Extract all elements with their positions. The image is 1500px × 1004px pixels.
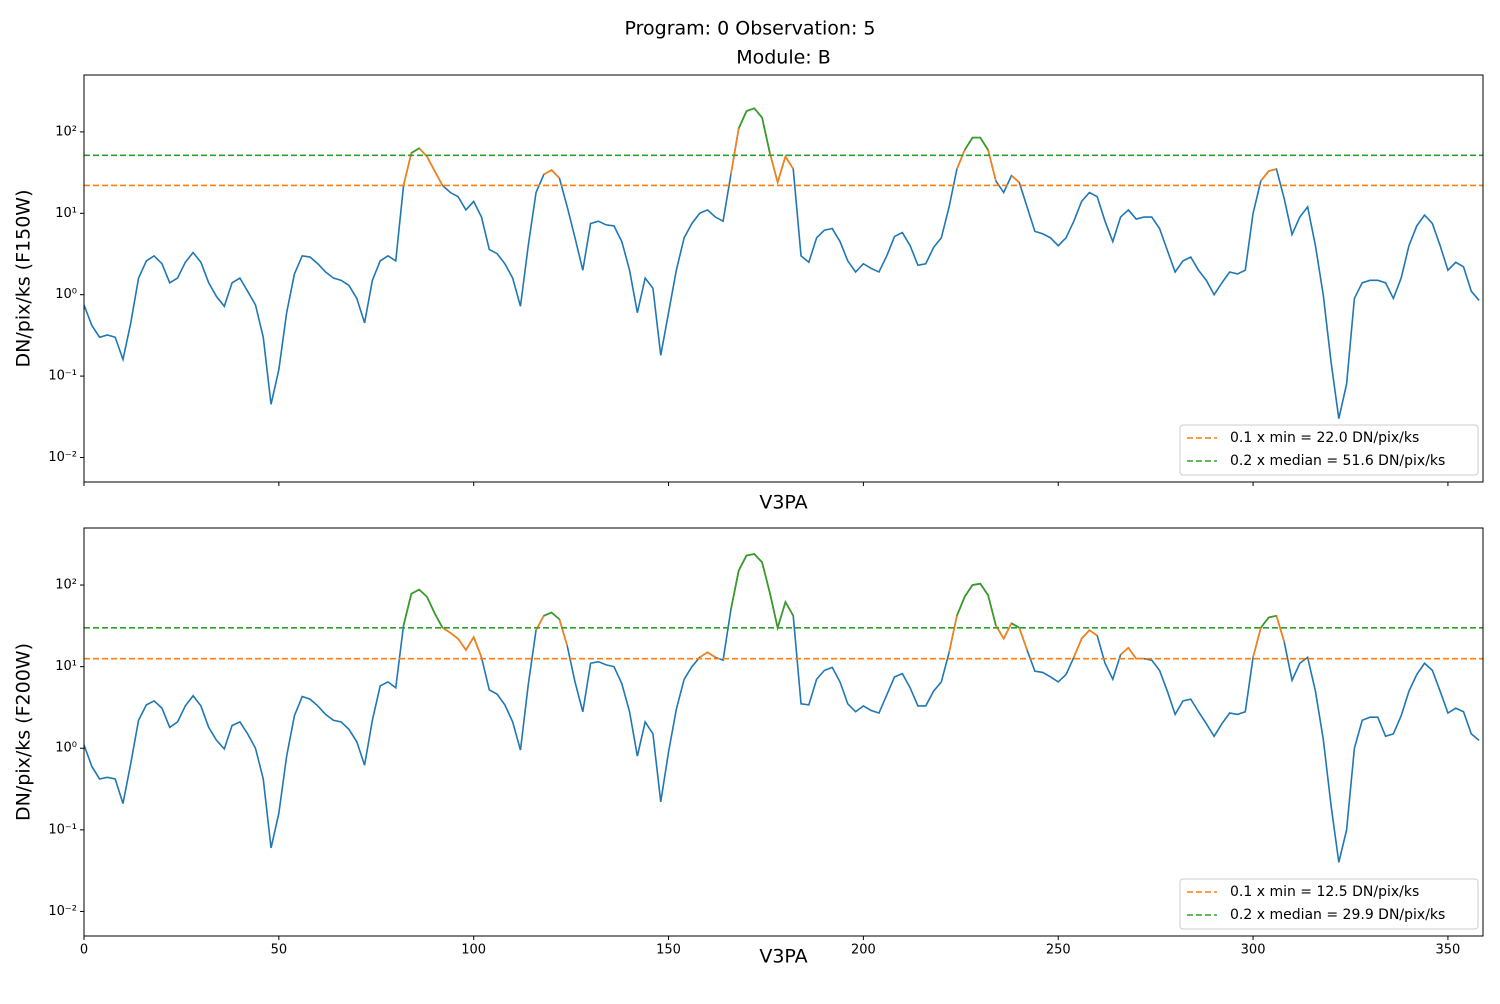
y-tick-label: 10² — [55, 124, 77, 139]
y-tick-label: 10⁰ — [55, 287, 77, 302]
above-threshold-segment — [699, 651, 716, 659]
above-threshold-segment — [1010, 175, 1020, 183]
above-threshold-segment — [402, 588, 483, 658]
legend-label: 0.1 x min = 12.5 DN/pix/ks — [1230, 884, 1419, 900]
above-threshold-segment — [730, 553, 794, 631]
above-threshold-segment — [1120, 646, 1144, 660]
x-tick-label: 200 — [851, 943, 876, 958]
plot-area — [84, 107, 1483, 419]
legend: 0.1 x min = 12.5 DN/pix/ks 0.2 x median =… — [1179, 878, 1479, 930]
above-threshold-segment — [543, 169, 561, 179]
above-threshold-segment — [410, 147, 420, 154]
y-tick-label: 10⁰ — [55, 741, 77, 756]
legend-label: 0.2 x median = 51.6 DN/pix/ks — [1230, 453, 1445, 469]
x-axis-label: V3PA — [759, 946, 807, 968]
x-tick-label: 150 — [656, 943, 681, 958]
subplot-title: Module: B — [736, 47, 831, 69]
above-threshold-segment — [1073, 629, 1098, 658]
x-tick-label: 300 — [1241, 943, 1266, 958]
y-tick-label: 10¹ — [55, 659, 77, 674]
legend-box — [1179, 878, 1479, 930]
plot-area — [84, 553, 1483, 863]
above-threshold-segment — [964, 136, 989, 151]
x-tick-label: 250 — [1046, 943, 1071, 958]
y-tick-label: 10⁻² — [48, 904, 77, 919]
axes-frame — [83, 527, 1484, 937]
y-tick-label: 10¹ — [55, 206, 77, 221]
axes-frame — [83, 74, 1484, 483]
legend: 0.1 x min = 22.0 DN/pix/ks 0.2 x median =… — [1179, 424, 1479, 476]
x-tick-label: 350 — [1436, 943, 1461, 958]
x-axis-label: V3PA — [759, 492, 807, 514]
above-threshold-segment — [402, 147, 444, 186]
data-line — [84, 553, 1480, 863]
y-tick-label: 10⁻¹ — [48, 822, 77, 837]
legend-label: 0.1 x min = 22.0 DN/pix/ks — [1230, 430, 1419, 446]
legend-box — [1179, 424, 1479, 476]
y-tick-label: 10² — [55, 578, 77, 593]
above-threshold-segment — [1260, 614, 1277, 629]
x-tick-label: 0 — [80, 943, 88, 958]
above-threshold-segment — [956, 582, 997, 626]
legend-label: 0.2 x median = 29.9 DN/pix/ks — [1230, 907, 1445, 923]
above-threshold-segment — [956, 136, 997, 182]
above-threshold-segment — [535, 611, 568, 647]
y-axis-label: DN/pix/ks (F200W) — [13, 643, 35, 821]
above-threshold-segment — [1011, 622, 1020, 629]
figure-title: Program: 0 Observation: 5 — [625, 18, 876, 40]
above-threshold-segment — [402, 588, 444, 629]
above-threshold-segment — [543, 611, 560, 620]
subplot: Module: B V3PA DN/pix/ks (F150W) 10⁻² 10⁻¹ 10… — [13, 47, 1484, 514]
x-tick-label: 50 — [271, 943, 288, 958]
above-threshold-segment — [1260, 168, 1277, 182]
x-tick-label: 100 — [461, 943, 486, 958]
above-threshold-segment — [737, 107, 771, 154]
y-tick-label: 10⁻² — [48, 450, 77, 465]
y-tick-label: 10⁻¹ — [48, 369, 77, 384]
y-axis-label: DN/pix/ks (F150W) — [13, 190, 35, 368]
subplot: V3PA DN/pix/ks (F200W) 10⁻² 10⁻¹ 10⁰ 10¹ 10² 0 5… — [13, 527, 1484, 968]
above-threshold-segment — [1252, 614, 1286, 658]
